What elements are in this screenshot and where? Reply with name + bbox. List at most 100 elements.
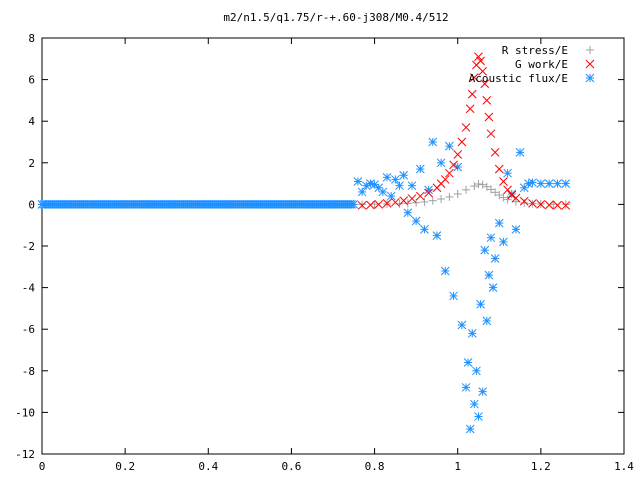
data-point bbox=[511, 193, 521, 203]
data-point bbox=[353, 177, 363, 186]
data-point bbox=[474, 412, 483, 421]
data-point bbox=[561, 179, 571, 188]
y-tick-label: 6 bbox=[28, 74, 35, 87]
data-point bbox=[462, 185, 471, 194]
y-tick-label: -10 bbox=[15, 406, 35, 419]
data-point bbox=[382, 199, 392, 208]
data-point bbox=[494, 218, 504, 228]
data-point bbox=[245, 200, 255, 209]
data-point bbox=[407, 181, 417, 191]
data-point bbox=[307, 200, 317, 209]
data-point bbox=[366, 200, 375, 210]
data-point bbox=[561, 201, 571, 210]
y-tick-label: -4 bbox=[22, 282, 36, 295]
y-tick-label: -2 bbox=[22, 240, 35, 253]
data-point bbox=[391, 175, 400, 184]
legend-marker bbox=[585, 59, 595, 69]
data-point bbox=[440, 266, 450, 276]
x-tick-label: 0.2 bbox=[115, 460, 135, 473]
data-point bbox=[499, 193, 508, 202]
data-point bbox=[469, 73, 479, 82]
data-point bbox=[224, 200, 234, 209]
data-point bbox=[266, 200, 275, 209]
x-tick-label: 1.2 bbox=[531, 460, 551, 473]
data-point bbox=[357, 187, 367, 197]
data-point bbox=[100, 200, 109, 209]
data-point bbox=[453, 190, 462, 198]
data-point bbox=[474, 180, 483, 189]
data-point bbox=[467, 89, 477, 99]
data-point bbox=[511, 225, 521, 234]
y-tick-label: -8 bbox=[22, 365, 35, 378]
data-point bbox=[528, 199, 537, 208]
data-point bbox=[415, 191, 425, 201]
x-tick-label: 0.4 bbox=[198, 460, 218, 473]
data-point bbox=[482, 316, 492, 326]
y-tick-label: 8 bbox=[28, 32, 35, 45]
data-point bbox=[536, 200, 546, 209]
data-point bbox=[457, 320, 467, 330]
data-point bbox=[544, 179, 554, 188]
data-point bbox=[403, 208, 413, 218]
data-point bbox=[499, 237, 508, 247]
data-point bbox=[486, 129, 496, 139]
data-point bbox=[476, 299, 485, 309]
data-point bbox=[382, 173, 392, 182]
data-point bbox=[428, 196, 437, 205]
data-point bbox=[486, 185, 495, 194]
data-point bbox=[482, 182, 491, 191]
data-point bbox=[536, 179, 546, 188]
data-point bbox=[486, 233, 496, 243]
data-point bbox=[399, 196, 409, 206]
data-point bbox=[465, 424, 475, 434]
data-point bbox=[474, 52, 483, 62]
data-point bbox=[480, 245, 490, 255]
data-point bbox=[37, 200, 47, 209]
data-point bbox=[503, 185, 512, 195]
data-point bbox=[488, 283, 498, 292]
x-tick-label: 0.6 bbox=[281, 460, 301, 473]
data-point bbox=[465, 104, 475, 114]
data-point bbox=[374, 200, 384, 209]
data-point bbox=[478, 387, 488, 396]
legend-marker bbox=[585, 73, 595, 83]
data-point bbox=[463, 358, 473, 367]
data-point bbox=[345, 200, 354, 209]
data-point bbox=[494, 164, 504, 174]
data-point bbox=[120, 200, 130, 209]
data-point bbox=[553, 179, 562, 188]
data-point bbox=[437, 194, 446, 203]
data-point bbox=[470, 182, 479, 191]
data-point bbox=[445, 141, 454, 151]
data-point bbox=[478, 180, 487, 189]
data-point bbox=[328, 200, 338, 209]
series-1 bbox=[357, 52, 571, 210]
legend-label: G work/E bbox=[515, 58, 568, 71]
data-point bbox=[449, 160, 458, 170]
data-point bbox=[515, 148, 525, 157]
data-point bbox=[407, 194, 417, 203]
chart-title: m2/n1.5/q1.75/r-+.60-j308/M0.4/512 bbox=[223, 11, 448, 24]
data-point bbox=[424, 188, 433, 198]
data-point bbox=[457, 137, 467, 147]
data-point bbox=[391, 197, 400, 207]
data-point bbox=[491, 188, 500, 197]
data-point bbox=[411, 216, 421, 226]
data-point bbox=[453, 150, 463, 159]
data-point bbox=[467, 329, 477, 338]
y-tick-label: 4 bbox=[28, 115, 35, 128]
data-point bbox=[287, 200, 296, 209]
data-point bbox=[478, 66, 488, 76]
series-0 bbox=[358, 180, 570, 209]
data-point bbox=[162, 200, 172, 209]
legend-marker bbox=[586, 46, 594, 54]
data-point bbox=[440, 175, 450, 184]
series-2 bbox=[37, 137, 571, 434]
data-point bbox=[449, 291, 458, 301]
data-point bbox=[561, 200, 570, 209]
data-point bbox=[395, 181, 404, 191]
data-point bbox=[511, 197, 520, 206]
x-tick-label: 0 bbox=[39, 460, 46, 473]
